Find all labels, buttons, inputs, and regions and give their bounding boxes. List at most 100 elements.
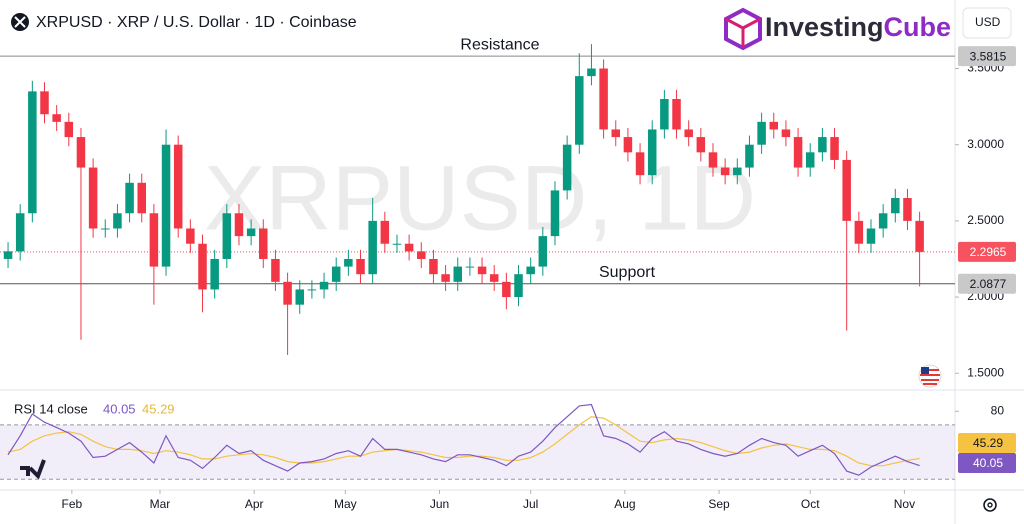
level-tag-label: 2.0877	[970, 277, 1007, 291]
candle-body	[623, 137, 633, 153]
candle-body	[368, 220, 377, 275]
candle-body	[15, 213, 25, 252]
last-price-label: 2.2965	[970, 245, 1007, 259]
watermark-layer: XRPUSD, 1D	[204, 147, 756, 249]
candle-body	[64, 121, 74, 138]
currency: USD	[975, 15, 1001, 29]
candle-body	[538, 236, 548, 267]
candle-body	[720, 167, 730, 176]
settings-icon[interactable]	[983, 498, 997, 512]
candle-body	[903, 198, 912, 221]
candle-body	[271, 258, 280, 282]
logo-text-1: Investing	[765, 12, 884, 42]
candle-body	[684, 129, 693, 138]
y-tick-label: 2.5000	[967, 213, 1004, 227]
tv-logo	[20, 459, 46, 480]
currency-button[interactable]	[962, 7, 1012, 39]
rsi-ma-tag	[958, 433, 1016, 453]
candle-body	[429, 258, 438, 275]
candle-body	[562, 144, 572, 191]
x-tick-label: Oct	[801, 497, 820, 511]
candle-body	[514, 274, 523, 298]
candle-body	[818, 137, 827, 153]
candle-body	[526, 266, 535, 275]
x-tick-label: Mar	[150, 497, 171, 511]
level-annotation: Resistance	[460, 36, 539, 53]
rsi-tag	[958, 453, 1016, 473]
candle-body	[635, 152, 645, 176]
candle-body	[161, 144, 171, 267]
level-tag	[958, 273, 1016, 294]
y-tick-label: 3.0000	[967, 137, 1004, 151]
candle-body	[295, 289, 304, 305]
candle-body	[696, 137, 706, 153]
rsi-ma-line	[7, 416, 920, 467]
level-tag	[958, 46, 1016, 67]
candle-body	[210, 258, 219, 290]
candle-body	[842, 159, 851, 221]
watermark: XRPUSD, 1D	[204, 147, 756, 249]
candle-body	[88, 167, 98, 229]
x-tick-label: Jul	[523, 497, 538, 511]
candle-body	[891, 198, 900, 214]
candle-body	[708, 152, 718, 168]
logo: InvestingCube	[724, 7, 951, 51]
candle-body	[417, 251, 426, 259]
candle-body	[781, 129, 791, 138]
candle-body	[259, 228, 268, 259]
candle-body	[307, 289, 317, 291]
candle-body	[52, 114, 61, 122]
y-tick-label: 1.5000	[967, 365, 1004, 379]
candle-body	[234, 213, 244, 237]
logo-text-2: Cube	[884, 12, 952, 42]
candle-body	[173, 144, 183, 229]
candle-body	[113, 213, 122, 229]
candle-body	[404, 243, 414, 252]
rsi-line	[7, 403, 920, 476]
last-price-tag	[958, 241, 1016, 262]
candle-body	[915, 220, 924, 252]
candle-body	[76, 137, 86, 168]
candle-body	[101, 228, 110, 230]
candle-body	[866, 228, 876, 244]
rsi-tag-label: 40.05	[973, 456, 1003, 470]
candle-body	[550, 190, 560, 237]
candle-body	[611, 129, 621, 138]
candle-body	[149, 213, 159, 267]
symbol-icon-mark	[14, 16, 26, 28]
candle-body	[28, 91, 37, 214]
candle-body	[477, 266, 487, 275]
flag-stripes	[920, 369, 940, 385]
candle-body	[587, 68, 596, 77]
candle-body	[441, 274, 450, 282]
candle-body	[489, 274, 499, 282]
candle-body	[672, 98, 681, 130]
settings-icon-center	[987, 502, 993, 508]
candle-body	[3, 251, 13, 259]
candle-body	[319, 281, 329, 290]
logo-text: InvestingCube	[765, 12, 951, 42]
candle-body	[453, 266, 463, 282]
candle-body	[283, 281, 292, 305]
level-annotation: Support	[599, 264, 656, 281]
x-tick-label: Feb	[62, 497, 83, 511]
candle-body	[599, 68, 608, 130]
candle-body	[502, 281, 511, 298]
rsi-ma-tag-label: 45.29	[973, 436, 1003, 450]
candle-body	[647, 129, 657, 176]
candle-body	[222, 213, 232, 259]
x-tick-label: Aug	[614, 497, 635, 511]
x-tick-label: Jun	[430, 497, 449, 511]
candle-body	[575, 76, 584, 145]
candle-body	[40, 91, 49, 115]
rsi-y-tick-label: 80	[991, 403, 1005, 417]
logo-cube-inner	[725, 17, 761, 48]
candle-body	[331, 266, 341, 282]
candle-body	[805, 152, 815, 168]
candle-body	[793, 137, 803, 168]
x-tick-label: Sep	[708, 497, 730, 511]
candle-body	[745, 144, 754, 168]
candle-body	[733, 167, 742, 176]
